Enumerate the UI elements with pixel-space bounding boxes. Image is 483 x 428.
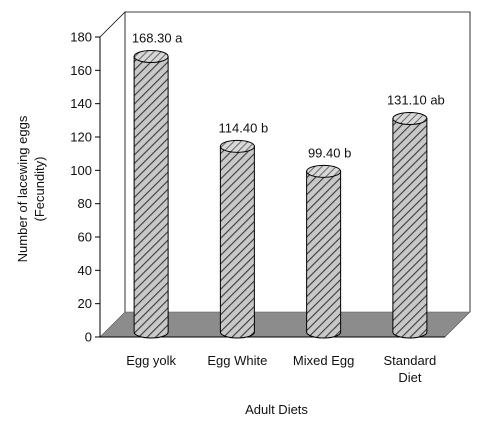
y-axis-title: Number of lacewing eggs: [15, 115, 30, 262]
x-tick-label: Diet: [398, 370, 422, 385]
y-tick-label: 120: [70, 130, 92, 145]
bar-top: [392, 112, 428, 125]
y-tick-label: 160: [70, 63, 92, 78]
y-tick-label: 180: [70, 30, 92, 45]
x-tick-label: Egg White: [207, 353, 267, 368]
data-label: 131.10 ab: [387, 93, 445, 108]
bar-top: [133, 50, 169, 63]
x-tick-label: Standard: [383, 353, 436, 368]
bar-egg-yolk: [133, 50, 169, 339]
bar-body: [219, 145, 255, 339]
bar-mixed-egg: [306, 164, 342, 339]
bar-standard-diet: [392, 112, 428, 339]
y-tick-label: 100: [70, 163, 92, 178]
bar-egg-white: [219, 139, 255, 339]
y-tick-label: 20: [78, 296, 92, 311]
data-label: 168.30 a: [132, 31, 183, 46]
bar-top: [219, 139, 255, 153]
bar-body: [306, 170, 342, 339]
y-tick-label: 80: [78, 196, 92, 211]
side-wall-edge: [99, 11, 126, 38]
bar-body: [133, 56, 169, 339]
x-tick-label: Mixed Egg: [293, 353, 354, 368]
x-axis-title: Adult Diets: [245, 402, 308, 417]
back-wall: [124, 11, 471, 312]
bar-top: [306, 164, 342, 178]
x-tick-label: Egg yolk: [126, 353, 176, 368]
y-tick-label: 0: [85, 330, 92, 345]
y-tick-label: 60: [78, 230, 92, 245]
data-label: 99.40 b: [308, 145, 351, 160]
data-label: 114.40 b: [219, 120, 269, 135]
y-tick-label: 40: [78, 263, 92, 278]
y-tick-label: 140: [70, 96, 92, 111]
bar-body: [392, 118, 428, 339]
y-axis-title: (Fecundity): [32, 156, 47, 221]
